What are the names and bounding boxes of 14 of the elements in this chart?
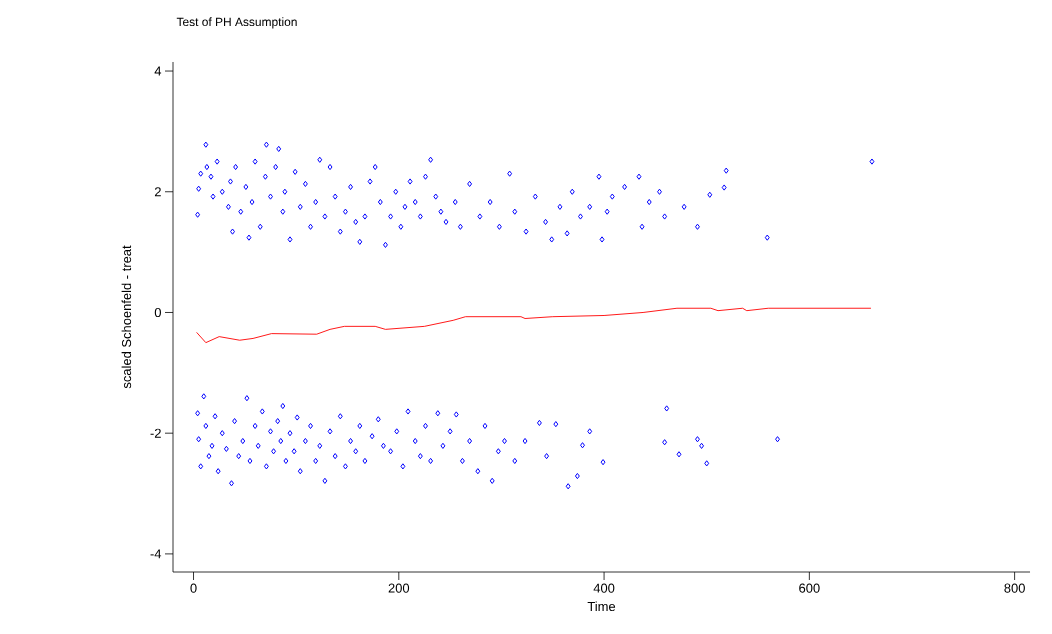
y-tick-label: -4 xyxy=(150,549,162,559)
y-tick-label: 4 xyxy=(154,66,162,76)
y-tick-label: 0 xyxy=(154,307,161,318)
x-tick-label: 600 xyxy=(799,583,820,593)
x-tick-label: 800 xyxy=(1004,583,1025,593)
y-tick-label: 2 xyxy=(154,187,161,197)
y-tick-label: -2 xyxy=(150,428,161,438)
chart-title: Test of PH Assumption xyxy=(176,17,297,29)
x-tick-label: 0 xyxy=(190,583,197,593)
line-series xyxy=(196,307,872,344)
x-tick-label: 200 xyxy=(388,583,410,593)
y-axis-title: scaled Schoenfeld - treat xyxy=(121,245,132,389)
x-axis-title: Time xyxy=(587,601,616,612)
x-tick-label: 400 xyxy=(593,583,615,593)
